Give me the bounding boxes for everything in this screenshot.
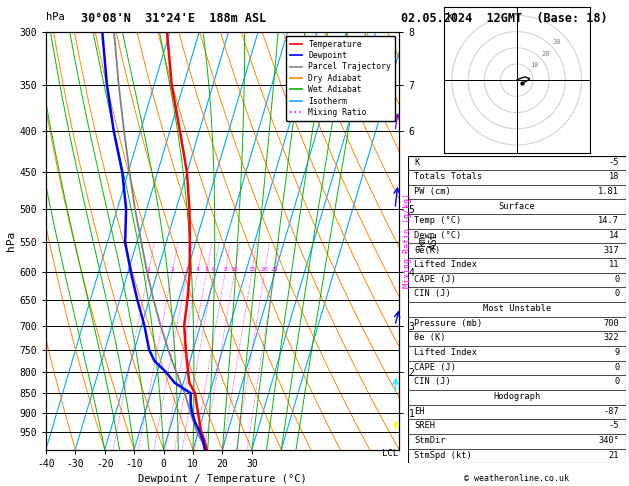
Text: 14: 14: [609, 231, 620, 240]
X-axis label: Dewpoint / Temperature (°C): Dewpoint / Temperature (°C): [138, 474, 307, 484]
Text: 8: 8: [223, 267, 227, 272]
Text: LCL: LCL: [382, 449, 398, 457]
Text: 6: 6: [212, 267, 216, 272]
Text: -5: -5: [609, 157, 620, 167]
Text: 14.7: 14.7: [598, 216, 620, 225]
Text: 3: 3: [185, 267, 189, 272]
Text: -87: -87: [604, 407, 620, 416]
Text: © weatheronline.co.uk: © weatheronline.co.uk: [464, 474, 569, 483]
Text: Lifted Index: Lifted Index: [414, 260, 477, 269]
Text: Mixing Ratio (g/kg): Mixing Ratio (g/kg): [403, 193, 411, 288]
Text: 30: 30: [553, 39, 561, 45]
Text: Dewp (°C): Dewp (°C): [414, 231, 462, 240]
Text: 20: 20: [541, 51, 550, 57]
Text: Most Unstable: Most Unstable: [482, 304, 551, 313]
Text: 322: 322: [604, 333, 620, 343]
Text: 317: 317: [604, 245, 620, 255]
Text: 30°08'N  31°24'E  188m ASL: 30°08'N 31°24'E 188m ASL: [81, 12, 266, 25]
Text: Temp (°C): Temp (°C): [414, 216, 462, 225]
Text: 5: 5: [204, 267, 208, 272]
Text: 21: 21: [609, 451, 620, 460]
Text: -5: -5: [609, 421, 620, 430]
Text: Pressure (mb): Pressure (mb): [414, 319, 482, 328]
Text: hPa: hPa: [46, 12, 65, 22]
Text: StmDir: StmDir: [414, 436, 445, 445]
Text: Lifted Index: Lifted Index: [414, 348, 477, 357]
Text: Totals Totals: Totals Totals: [414, 172, 482, 181]
Text: 2: 2: [170, 267, 174, 272]
Text: 15: 15: [248, 267, 256, 272]
Y-axis label: hPa: hPa: [6, 230, 16, 251]
Text: SREH: SREH: [414, 421, 435, 430]
Text: Surface: Surface: [498, 202, 535, 210]
Legend: Temperature, Dewpoint, Parcel Trajectory, Dry Adiabat, Wet Adiabat, Isotherm, Mi: Temperature, Dewpoint, Parcel Trajectory…: [286, 35, 396, 121]
Text: 18: 18: [609, 172, 620, 181]
Text: 02.05.2024  12GMT  (Base: 18): 02.05.2024 12GMT (Base: 18): [401, 12, 608, 25]
Text: 1.81: 1.81: [598, 187, 620, 196]
Text: 9: 9: [614, 348, 620, 357]
Text: 1: 1: [147, 267, 150, 272]
Text: 25: 25: [270, 267, 279, 272]
Text: 20: 20: [260, 267, 269, 272]
Text: Hodograph: Hodograph: [493, 392, 540, 401]
Text: StmSpd (kt): StmSpd (kt): [414, 451, 472, 460]
Text: 10: 10: [231, 267, 238, 272]
Text: K: K: [414, 157, 420, 167]
Text: CIN (J): CIN (J): [414, 290, 451, 298]
Text: 10: 10: [530, 62, 538, 68]
Text: EH: EH: [414, 407, 425, 416]
Text: 0: 0: [614, 275, 620, 284]
Text: 0: 0: [614, 377, 620, 386]
Text: 0: 0: [614, 363, 620, 372]
Text: 4: 4: [196, 267, 200, 272]
Text: CIN (J): CIN (J): [414, 377, 451, 386]
Text: 11: 11: [609, 260, 620, 269]
Text: θe (K): θe (K): [414, 333, 445, 343]
Text: CAPE (J): CAPE (J): [414, 275, 456, 284]
Text: 700: 700: [604, 319, 620, 328]
Text: 340°: 340°: [598, 436, 620, 445]
Text: PW (cm): PW (cm): [414, 187, 451, 196]
Text: 0: 0: [614, 290, 620, 298]
Text: CAPE (J): CAPE (J): [414, 363, 456, 372]
Text: kt: kt: [447, 12, 459, 22]
Y-axis label: km
ASL: km ASL: [417, 232, 438, 249]
Text: θe(K): θe(K): [414, 245, 440, 255]
